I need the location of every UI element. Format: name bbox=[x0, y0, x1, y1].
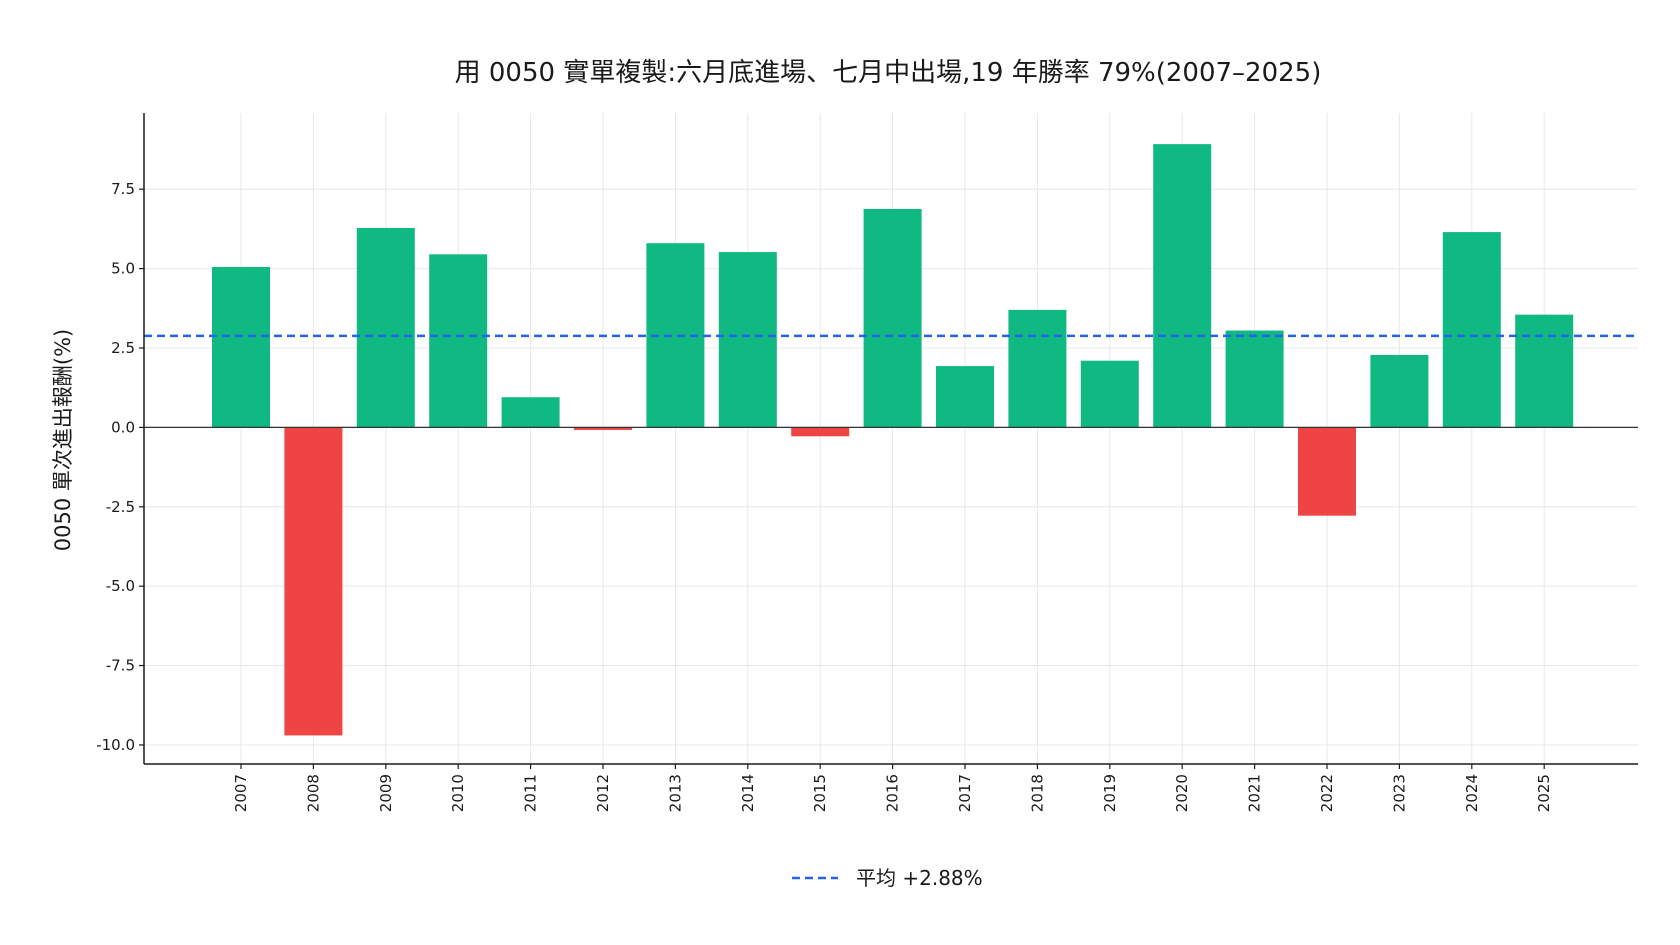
bar-2020 bbox=[1153, 144, 1212, 428]
x-tick-label: 2010 bbox=[449, 774, 467, 812]
x-tick-label: 2020 bbox=[1173, 774, 1191, 812]
y-tick-label: 5.0 bbox=[111, 260, 135, 278]
x-tick-label: 2023 bbox=[1390, 774, 1408, 812]
y-tick-label: -7.5 bbox=[106, 657, 135, 675]
bar-2009 bbox=[356, 227, 415, 428]
y-tick-label: 7.5 bbox=[111, 180, 135, 198]
bar-2025 bbox=[1515, 314, 1574, 428]
bar-2024 bbox=[1442, 232, 1501, 428]
x-tick-label: 2018 bbox=[1028, 774, 1046, 812]
x-tick-label: 2009 bbox=[377, 774, 395, 812]
x-tick-label: 2008 bbox=[304, 774, 322, 812]
bar-2023 bbox=[1370, 354, 1429, 428]
legend: 平均 +2.88% bbox=[792, 866, 983, 890]
x-tick-label: 2013 bbox=[666, 774, 684, 812]
axes bbox=[143, 113, 1638, 765]
x-tick-label: 2011 bbox=[522, 774, 540, 812]
x-tick-label: 2016 bbox=[884, 774, 902, 812]
x-tick-label: 2015 bbox=[811, 774, 829, 812]
bar-2015 bbox=[791, 427, 850, 437]
x-tick-label: 2021 bbox=[1246, 774, 1264, 812]
bar-2019 bbox=[1080, 360, 1139, 428]
bar-2011 bbox=[501, 397, 560, 428]
y-tick-label: -2.5 bbox=[106, 498, 135, 516]
bar-2016 bbox=[863, 208, 922, 428]
bar-2008 bbox=[284, 427, 343, 736]
x-tick-label: 2019 bbox=[1101, 774, 1119, 812]
y-tick-label: 2.5 bbox=[111, 339, 135, 357]
x-tick-label: 2022 bbox=[1318, 774, 1336, 812]
y-ticks: -10.0 -7.5 -5.0 -2.5 0.0 2.5 5.0 7.5 bbox=[96, 180, 144, 754]
y-tick-label: -10.0 bbox=[96, 736, 135, 754]
x-tick-label: 2012 bbox=[594, 774, 612, 812]
bar-2022 bbox=[1298, 427, 1356, 516]
bar-2014 bbox=[718, 252, 777, 428]
x-ticks: 2007 2008 2009 2010 2011 2012 2013 2014 2015 2016… bbox=[232, 764, 1553, 812]
x-tick-label: 2014 bbox=[739, 774, 757, 812]
y-tick-label: -5.0 bbox=[106, 577, 135, 595]
bar-2010 bbox=[429, 254, 488, 428]
bar-2021 bbox=[1225, 330, 1284, 428]
x-tick-label: 2007 bbox=[232, 774, 250, 812]
x-tick-label: 2017 bbox=[956, 774, 974, 812]
x-tick-label: 2025 bbox=[1535, 774, 1553, 812]
x-tick-label: 2024 bbox=[1463, 774, 1481, 812]
bar-2007 bbox=[212, 267, 270, 428]
chart-title: 用 0050 實單複製:六月底進場、七月中出場,19 年勝率 79%(2007–… bbox=[455, 58, 1322, 88]
bar-2018 bbox=[1008, 309, 1067, 428]
bar-2012 bbox=[574, 427, 632, 430]
bar-2017 bbox=[936, 366, 994, 428]
legend-label: 平均 +2.88% bbox=[856, 866, 983, 890]
y-axis-label: 0050 單次進出報酬(%) bbox=[51, 329, 75, 551]
y-tick-label: 0.0 bbox=[111, 418, 135, 436]
